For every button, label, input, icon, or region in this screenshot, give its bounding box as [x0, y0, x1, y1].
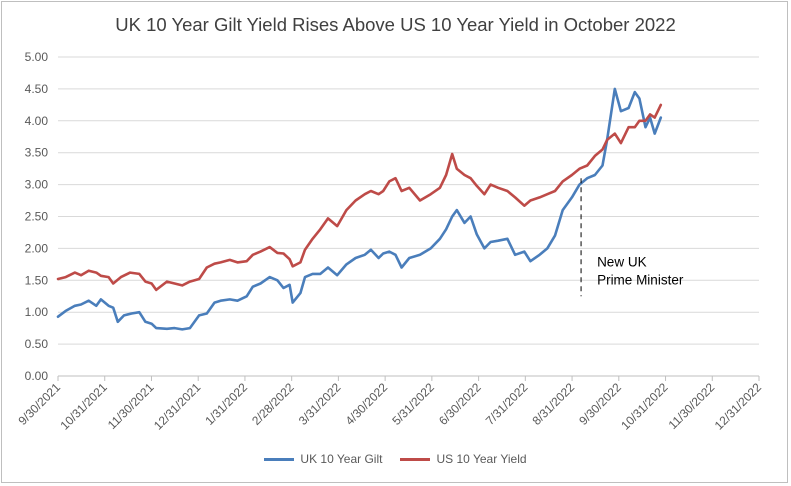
series-lines: [56, 87, 663, 331]
x-tick-label: 12/31/2021: [151, 380, 204, 433]
legend-label-us: US 10 Year Yield: [436, 452, 527, 466]
y-tick-label: 2.50: [25, 210, 49, 224]
x-tick-label: 1/31/2022: [202, 380, 250, 428]
series-line-uk-gilt: [56, 87, 663, 331]
x-tick-label: 9/30/2022: [576, 380, 624, 428]
annotation-label-line: Prime Minister: [597, 272, 684, 287]
x-tick-label: 7/31/2022: [483, 380, 531, 428]
legend-swatch-uk: [264, 457, 295, 461]
legend-label-uk: UK 10 Year Gilt: [300, 452, 383, 466]
series-line-us-yield: [56, 103, 663, 292]
y-tick-label: 5.00: [25, 50, 49, 64]
y-tick-label: 0.00: [25, 369, 49, 383]
y-tick-label: 2.00: [25, 241, 49, 255]
x-tick-label: 10/31/2022: [618, 380, 671, 433]
x-tick-label: 9/30/2021: [15, 380, 63, 428]
y-tick-label: 1.00: [25, 305, 49, 319]
y-tick-label: 4.00: [25, 114, 49, 128]
chart-title: UK 10 Year Gilt Yield Rises Above US 10 …: [115, 14, 676, 35]
x-tick-label: 4/30/2022: [343, 380, 391, 428]
y-tick-label: 3.00: [25, 178, 49, 192]
x-tick-label: 11/30/2021: [105, 380, 157, 432]
legend: UK 10 Year Gilt US 10 Year Yield: [0, 452, 791, 466]
x-tick-label: 11/30/2022: [666, 380, 718, 432]
y-axis-ticks: 0.00 0.50 1.00 1.50 2.00 2.50 3.00 3.50 4.00 4.50…: [25, 50, 49, 383]
x-tick-label: 10/31/2021: [57, 380, 110, 433]
x-tick-label: 12/31/2022: [712, 380, 765, 433]
x-tick-label: 5/31/2022: [389, 380, 437, 428]
gridlines: [58, 56, 759, 345]
y-tick-label: 1.50: [25, 273, 49, 287]
x-tick-label: 3/31/2022: [296, 380, 344, 428]
annotation: New UK Prime Minister: [580, 178, 684, 297]
y-tick-label: 3.50: [25, 146, 49, 160]
y-tick-label: 4.50: [25, 82, 49, 96]
x-tick-label: 2/28/2022: [249, 380, 297, 428]
x-tick-label: 6/30/2022: [436, 380, 484, 428]
annotation-label-line: New UK: [597, 254, 647, 269]
y-tick-label: 0.50: [25, 337, 49, 351]
legend-item-uk: UK 10 Year Gilt: [264, 452, 382, 466]
legend-item-us: US 10 Year Yield: [400, 452, 527, 466]
x-tick-label: 8/31/2022: [530, 380, 578, 428]
legend-swatch-us: [400, 457, 431, 461]
